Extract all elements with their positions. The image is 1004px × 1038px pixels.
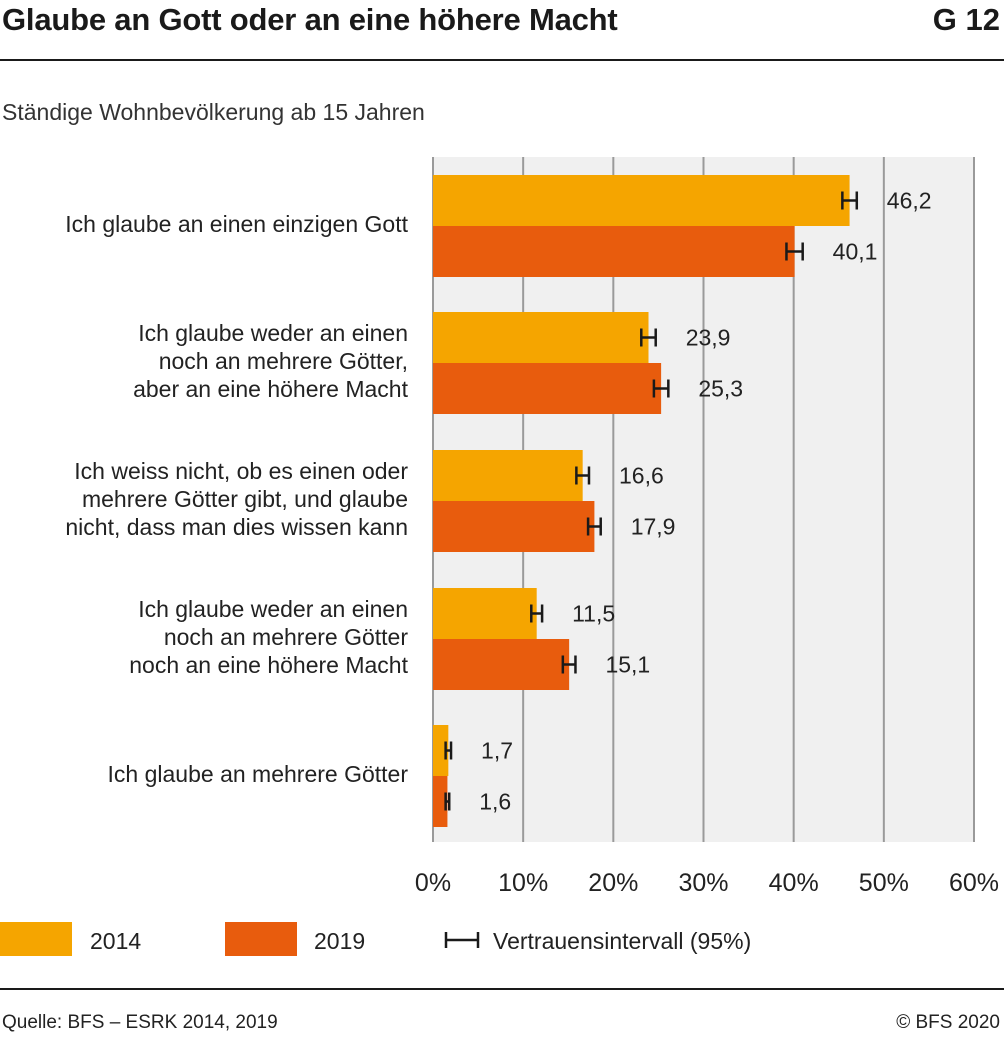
category-label-line: mehrere Götter gibt, und glaube bbox=[81, 486, 408, 512]
data-label-2014: 16,6 bbox=[619, 463, 664, 489]
category-label: Ich glaube an einen einzigen Gott bbox=[65, 210, 408, 238]
x-tick-label: 40% bbox=[769, 869, 819, 897]
top-rule bbox=[0, 59, 1004, 61]
legend-label-ci: Vertrauensintervall (95%) bbox=[493, 928, 752, 954]
category-label-line: Ich weiss nicht, ob es einen oder bbox=[74, 458, 408, 484]
confidence-interval-icon bbox=[444, 932, 480, 948]
legend-label-2019: 2019 bbox=[314, 928, 366, 954]
x-tick-label: 60% bbox=[949, 869, 999, 897]
legend-label-2014: 2014 bbox=[90, 928, 142, 954]
data-label-2014: 23,9 bbox=[686, 325, 731, 351]
bar-2019 bbox=[433, 639, 570, 690]
bar-2019 bbox=[433, 226, 795, 277]
category-label-line: noch an mehrere Götter, bbox=[158, 348, 408, 374]
legend: 2014 2019 Vertrauensintervall (95%) bbox=[0, 922, 1004, 956]
x-tick-label: 20% bbox=[588, 869, 638, 897]
x-tick-label: 50% bbox=[859, 869, 909, 897]
chart-code: G 12 bbox=[932, 2, 1000, 37]
data-label-2014: 1,7 bbox=[481, 738, 513, 764]
bar-2014 bbox=[433, 725, 449, 776]
bar-2014 bbox=[433, 175, 850, 226]
x-tick-label: 30% bbox=[678, 869, 728, 897]
category-label-line: Ich glaube weder an einen bbox=[138, 320, 408, 346]
data-label-2019: 25,3 bbox=[698, 376, 743, 402]
category-label-line: aber an eine höhere Macht bbox=[133, 376, 408, 402]
category-label-line: noch an eine höhere Macht bbox=[129, 652, 408, 678]
category-label: Ich glaube weder an einen noch an mehrere… bbox=[133, 319, 408, 403]
x-tick-label: 10% bbox=[498, 869, 548, 897]
chart-title: Glaube an Gott oder an eine höhere Macht bbox=[2, 2, 618, 37]
bar-2019 bbox=[433, 363, 662, 414]
bar-2014 bbox=[433, 588, 537, 639]
bar-2014 bbox=[433, 450, 583, 501]
source-note: Quelle: BFS – ESRK 2014, 2019 bbox=[2, 1012, 278, 1033]
category-label: Ich glaube an mehrere Götter bbox=[108, 760, 408, 788]
data-label-2019: 1,6 bbox=[479, 789, 511, 815]
category-label: Ich glaube weder an einen noch an mehrere… bbox=[129, 595, 408, 679]
chart-subtitle: Ständige Wohnbevölkerung ab 15 Jahren bbox=[2, 99, 425, 125]
data-label-2019: 15,1 bbox=[605, 652, 650, 678]
legend-swatch-2014 bbox=[0, 922, 72, 956]
legend-swatch-2019 bbox=[225, 922, 297, 956]
bottom-rule bbox=[0, 988, 1004, 990]
category-label-line: Ich glaube an einen einzigen Gott bbox=[65, 211, 408, 237]
bar-chart: 46,2 23,9 16,6 11,5 1,7 40,1 25,3 17,9 15,1 1,6 0%… bbox=[415, 157, 999, 897]
data-label-2019: 40,1 bbox=[833, 239, 878, 265]
x-tick-label: 0% bbox=[415, 869, 451, 897]
category-label-line: Ich glaube weder an einen bbox=[138, 596, 408, 622]
copyright-note: © BFS 2020 bbox=[896, 1012, 1000, 1033]
data-label-2014: 46,2 bbox=[887, 188, 932, 214]
category-label-line: nicht, dass man dies wissen kann bbox=[65, 514, 408, 540]
category-label: Ich weiss nicht, ob es einen oder mehrere… bbox=[65, 457, 408, 541]
bar-2019 bbox=[433, 776, 448, 827]
category-label-line: noch an mehrere Götter bbox=[163, 624, 408, 650]
data-label-2014: 11,5 bbox=[572, 601, 615, 627]
bar-2019 bbox=[433, 501, 595, 552]
data-label-2019: 17,9 bbox=[631, 514, 676, 540]
category-label-line: Ich glaube an mehrere Götter bbox=[107, 761, 408, 787]
bar-2014 bbox=[433, 312, 649, 363]
